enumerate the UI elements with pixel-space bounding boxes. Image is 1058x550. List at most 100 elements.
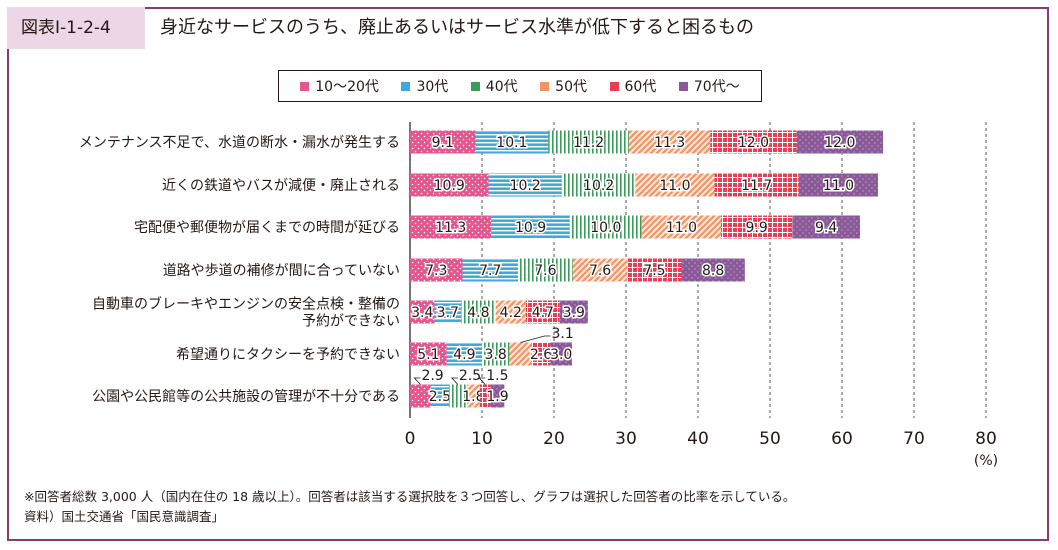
bar-value-label: 2.9 xyxy=(421,368,443,384)
legend-swatch xyxy=(470,81,480,91)
bar-segment xyxy=(559,300,588,324)
bar-value-label: 3.7 xyxy=(437,305,459,321)
bar-value-label: 11.3 xyxy=(435,220,466,236)
bar-value-label: 7.3 xyxy=(425,263,447,279)
bar-segment xyxy=(531,342,551,366)
bar-value-label: 3.1 xyxy=(552,326,574,342)
x-tick-label: 10 xyxy=(471,429,493,449)
legend-label: 40代 xyxy=(485,79,518,95)
bar-segment xyxy=(479,384,491,408)
bar-segment xyxy=(490,384,505,408)
bar-value-label: 10.9 xyxy=(434,178,465,194)
bar-segment xyxy=(714,173,799,197)
legend-label: 60代 xyxy=(624,79,657,95)
bar-segment xyxy=(446,342,482,366)
x-unit-label: (%) xyxy=(974,453,998,469)
bar-segment xyxy=(491,215,570,239)
bar-value-label: 1.5 xyxy=(486,368,508,384)
legend-swatch xyxy=(678,81,688,91)
bar-value-label: 3.4 xyxy=(411,305,433,321)
figure-title: 身近なサービスのうち、廃止あるいはサービス水準が低下すると困るもの xyxy=(160,17,754,38)
legend-swatch xyxy=(540,81,550,91)
bar-value-label: 12.0 xyxy=(738,135,769,151)
chart-legend: 10〜20代 30代 40代 50代 60代 70代〜 xyxy=(278,70,762,102)
category-label: 予約ができない xyxy=(302,314,400,330)
label-leader-line xyxy=(478,377,486,385)
x-tick-label: 60 xyxy=(831,429,853,449)
bar-segment xyxy=(461,300,496,324)
bar-segment xyxy=(641,215,722,239)
bar-segment xyxy=(410,384,431,408)
bar-value-label: 7.6 xyxy=(534,263,556,279)
legend-item: 70代〜 xyxy=(678,76,740,96)
bar-value-label: 11.7 xyxy=(741,178,772,194)
bar-value-label: 2.5 xyxy=(459,368,481,384)
category-label: 希望通りにタクシーを予約できない xyxy=(176,347,400,363)
x-tick-label: 50 xyxy=(759,429,781,449)
legend-item: 30代 xyxy=(401,76,448,96)
legend-swatch xyxy=(401,81,411,91)
bar-value-label: 11.0 xyxy=(659,178,690,194)
bar-value-label: 10.0 xyxy=(590,220,621,236)
bar-value-label: 7.6 xyxy=(589,263,611,279)
bar-segment xyxy=(448,384,467,408)
bar-segment xyxy=(796,130,884,154)
bar-segment xyxy=(798,173,878,197)
bar-segment xyxy=(410,300,435,324)
bar-value-label: 11.3 xyxy=(654,135,685,151)
legend-label: 50代 xyxy=(555,79,587,95)
bar-segment xyxy=(550,342,572,366)
bar-segment xyxy=(495,300,526,324)
bar-value-label: 7.7 xyxy=(479,263,501,279)
bar-value-label: 4.7 xyxy=(532,305,554,321)
category-label: 自動車のブレーキやエンジンの安全点検・整備の xyxy=(92,296,400,313)
bar-segment xyxy=(518,258,573,282)
legend-item: 50代 xyxy=(540,76,587,96)
bar-value-label: 3.9 xyxy=(563,305,585,321)
bar-value-label: 3.8 xyxy=(485,347,507,363)
x-tick-label: 30 xyxy=(615,429,637,449)
bar-value-label: 11.0 xyxy=(823,178,854,194)
bar-value-label: 1.9 xyxy=(486,389,508,405)
bar-segment xyxy=(721,215,793,239)
category-label: 道路や歩道の補修が間に合っていない xyxy=(163,263,400,279)
bar-value-label: 4.8 xyxy=(467,305,489,321)
bar-value-label: 10.2 xyxy=(510,178,541,194)
bar-segment xyxy=(410,130,476,154)
x-tick-label: 20 xyxy=(543,429,565,449)
bar-value-label: 1.8 xyxy=(462,389,484,405)
bar-value-label: 10.2 xyxy=(583,178,614,194)
footnote: ※回答者総数 3,000 人（国内在住の 18 歳以上）。回答者は該当する選択肢… xyxy=(24,489,796,504)
bar-segment xyxy=(430,384,449,408)
bar-value-label: 12.0 xyxy=(824,135,855,151)
bar-segment xyxy=(482,342,510,366)
legend-item: 40代 xyxy=(470,76,518,96)
category-label: 公園や公民館等の公共施設の管理が不十分である xyxy=(92,388,400,405)
x-tick-label: 40 xyxy=(687,429,709,449)
legend-item: 60代 xyxy=(609,76,657,96)
bar-segment xyxy=(410,342,447,366)
bar-segment xyxy=(548,130,629,154)
figure-label: 図表Ⅰ-1-2-4 xyxy=(7,7,145,49)
bar-value-label: 4.2 xyxy=(500,305,522,321)
bar-segment xyxy=(410,173,489,197)
legend-item: 10〜20代 xyxy=(300,76,379,96)
bar-value-label: 4.9 xyxy=(453,347,475,363)
bar-value-label: 11.0 xyxy=(666,220,697,236)
legend-label: 10〜20代 xyxy=(315,79,379,95)
bar-value-label: 5.1 xyxy=(417,347,439,363)
bar-segment xyxy=(710,130,797,154)
x-tick-label: 70 xyxy=(903,429,925,449)
bar-segment xyxy=(627,258,682,282)
category-label: メンテナンス不足で、水道の断水・漏水が発生する xyxy=(79,135,400,151)
category-label: 近くの鉄道やバスが減便・廃止される xyxy=(162,177,400,194)
bar-segment xyxy=(475,130,549,154)
bar-value-label: 3.0 xyxy=(550,347,572,363)
bar-value-label: 2.5 xyxy=(429,389,451,405)
bar-segment xyxy=(466,384,480,408)
source-note: 資料）国土交通省「国民意識調査」 xyxy=(24,509,225,524)
x-tick-label: 80 xyxy=(975,429,997,449)
bar-segment xyxy=(628,130,711,154)
bar-segment xyxy=(561,173,636,197)
bar-segment xyxy=(410,258,463,282)
